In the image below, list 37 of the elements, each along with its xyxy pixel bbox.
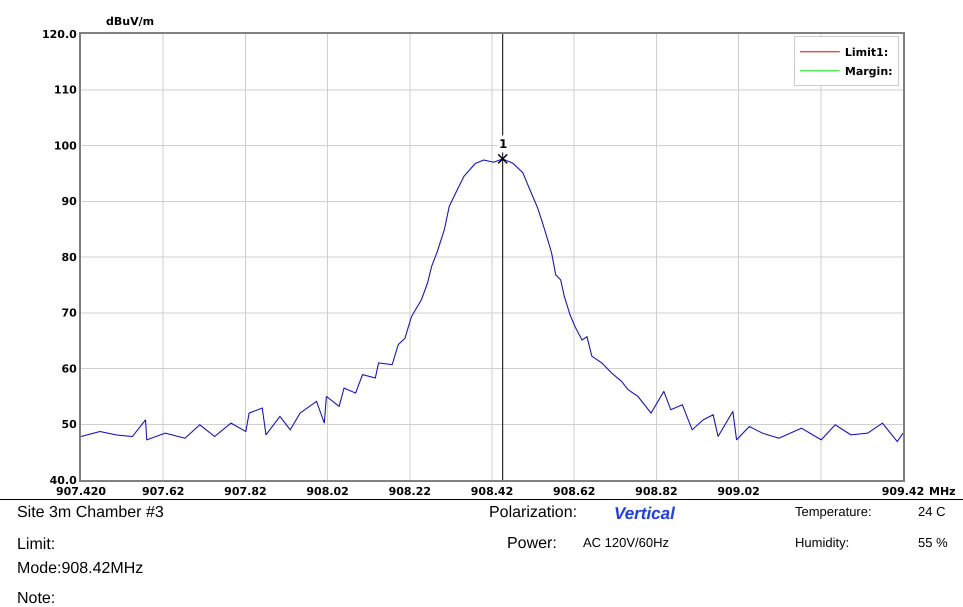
- y-tick-label: 120.0: [42, 28, 78, 41]
- text: Site 3m Chamber #3: [17, 504, 164, 522]
- x-tick-label: 908.02: [306, 485, 349, 498]
- x-tick-label: 908.22: [388, 485, 432, 498]
- text: Polarization:: [489, 504, 578, 522]
- text: Temperature:: [795, 504, 872, 519]
- text: Note:: [17, 590, 56, 607]
- x-tick-label: 907.420: [56, 485, 106, 498]
- text: Humidity:: [795, 535, 850, 550]
- text: Mode:908.42MHz: [17, 560, 144, 578]
- text: AC 120V/60Hz: [583, 535, 669, 550]
- y-tick-label: 90: [61, 195, 78, 208]
- annotation: 1: [499, 137, 508, 151]
- x-tick-label: 908.42: [470, 485, 514, 498]
- x-tick-label: 909.02: [717, 485, 760, 498]
- x-tick-label: 908.82: [635, 485, 678, 498]
- legend-label: Limit1:: [844, 46, 888, 60]
- y-tick-label: 80: [61, 250, 78, 264]
- y-tick-label: 40.0: [50, 474, 78, 487]
- text: 55 %: [918, 535, 948, 550]
- text: Vertical: [614, 504, 675, 524]
- x-tick-label: 907.82: [224, 485, 267, 498]
- y-tick-label: 110: [54, 84, 78, 97]
- y-tick-label: 50: [61, 418, 78, 432]
- text: 24 C: [918, 504, 946, 519]
- y-axis-title: dBuV/m: [106, 15, 154, 28]
- text: Limit:: [17, 536, 56, 554]
- text: Power:: [507, 535, 557, 553]
- x-axis-title: MHz: [929, 485, 956, 498]
- legend-label: Margin:: [844, 65, 893, 78]
- y-tick-label: 100: [54, 139, 78, 152]
- line-series: [81, 158, 903, 442]
- x-tick-label: 907.62: [142, 485, 184, 498]
- x-tick-label: 909.42: [882, 485, 924, 498]
- y-tick-label: 70: [61, 306, 78, 320]
- y-tick-label: 60: [61, 362, 78, 376]
- x-tick-label: 908.62: [552, 485, 596, 498]
